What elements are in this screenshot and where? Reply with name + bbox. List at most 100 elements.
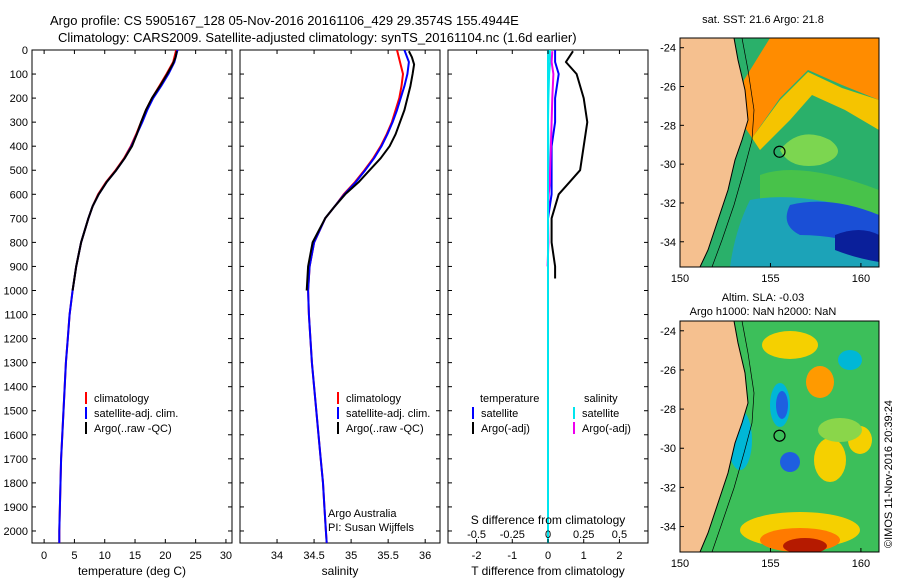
- depth-tick-label: 1900: [4, 502, 28, 514]
- map-y-tick-label: -30: [660, 443, 676, 455]
- difference-x-ticks: -2 -1 0 1 2 -0.5 -0.25 0 0.25 0.5: [467, 50, 627, 562]
- depth-tick-label: 700: [10, 213, 28, 225]
- depth-tick-label: 1000: [4, 285, 28, 297]
- legend-label-s-argo: Argo(-adj): [582, 423, 631, 435]
- x-tick-label: 0: [41, 550, 47, 562]
- depth-tick-label: 1700: [4, 454, 28, 466]
- map-x-tick-label: 155: [761, 558, 779, 570]
- depth-tick-label: 800: [10, 237, 28, 249]
- depth-tick-label: 400: [10, 141, 28, 153]
- temperature-xlabel: temperature (deg C): [78, 564, 186, 578]
- x-tick-label: 10: [99, 550, 111, 562]
- depth-tick-label: 1100: [4, 310, 28, 322]
- sla-map-title-2: Argo h1000: NaN h2000: NaN: [690, 306, 837, 318]
- depth-tick-label: 2000: [4, 526, 28, 538]
- x-tick-label-top: -0.25: [500, 529, 525, 541]
- depth-tick-label: 0: [22, 45, 28, 57]
- series-line-argo-raw-qc: [305, 50, 416, 291]
- sst-darkblue-patch: [835, 230, 879, 262]
- x-tick-label: 34.5: [303, 550, 324, 562]
- legend-title-salinity: salinity: [584, 393, 618, 405]
- sla-lime-1: [818, 418, 862, 442]
- map-x-tick-label: 155: [761, 273, 779, 285]
- sla-float-marker: [773, 429, 786, 442]
- legend-label-s-satellite: satellite: [582, 408, 619, 420]
- map-y-tick-label: -26: [660, 365, 676, 377]
- sla-map-ticks: 150 155 160 -24 -26 -28 -30 -32 -34: [660, 326, 870, 570]
- map-y-tick-label: -24: [660, 326, 676, 338]
- depth-tick-label: 900: [10, 261, 28, 273]
- depth-tick-label: 500: [10, 165, 28, 177]
- depth-tick-label: 1200: [4, 334, 28, 346]
- difference-xlabel: T difference from climatology: [471, 564, 625, 578]
- map-y-tick-label: -32: [660, 482, 676, 494]
- map-y-tick-label: -26: [660, 82, 676, 94]
- sla-orange-1: [806, 366, 834, 398]
- salinity-series: [305, 50, 416, 543]
- map-y-tick-label: -24: [660, 43, 676, 55]
- depth-axis: 0 100 200 300 400 500 600 700 800 900 1000 1100 1200…: [4, 45, 648, 538]
- x-tick-label: -1: [507, 550, 517, 562]
- sla-land: [680, 321, 748, 552]
- x-tick-label: 35: [345, 550, 357, 562]
- sst-warm-core: [740, 38, 879, 138]
- sst-map-frame: [679, 37, 880, 268]
- map-x-tick-label: 160: [852, 273, 870, 285]
- temperature-legend: climatology satellite-adj. clim. Argo(..…: [85, 392, 178, 435]
- legend-title-temperature: temperature: [480, 393, 539, 405]
- legend-label-climatology: climatology: [346, 393, 402, 405]
- credit-text: ©IMOS 11-Nov-2016 20:39:24: [883, 400, 895, 548]
- sst-land: [680, 38, 748, 267]
- salinity-xlabel: salinity: [322, 564, 359, 578]
- salinity-legend: climatology satellite-adj. clim. Argo(..…: [337, 392, 430, 435]
- map-y-tick-label: -30: [660, 159, 676, 171]
- x-tick-label: -2: [472, 550, 482, 562]
- sla-isobath: [711, 321, 755, 552]
- sla-map-title-1: Altim. SLA: -0.03: [722, 292, 805, 304]
- map-y-tick-label: -34: [660, 237, 676, 249]
- series-line-argo-raw-qc: [71, 51, 178, 291]
- legend-label-t-argo: Argo(-adj): [481, 423, 530, 435]
- depth-tick-label: 1400: [4, 382, 28, 394]
- x-tick-label: 25: [190, 550, 202, 562]
- x-tick-label: 35.5: [377, 550, 398, 562]
- sst-coastline: [699, 38, 749, 267]
- salinity-axes: [239, 49, 441, 544]
- legend-label-satellite: satellite-adj. clim.: [346, 408, 430, 420]
- sst-map: [680, 38, 879, 267]
- sst-map-title: sat. SST: 21.6 Argo: 21.8: [702, 14, 824, 26]
- temperature-series: [58, 50, 179, 543]
- header-line-1: Argo profile: CS 5905167_128 05-Nov-2016…: [50, 13, 519, 28]
- map-y-tick-label: -32: [660, 198, 676, 210]
- temperature-axes: [31, 49, 233, 544]
- series-line-temperature-argo-adj: [550, 50, 589, 279]
- sla-blue-1: [776, 391, 788, 419]
- x-tick-label: 15: [129, 550, 141, 562]
- sst-warm-band: [740, 72, 879, 150]
- map-x-tick-label: 150: [671, 558, 689, 570]
- difference-xlabel-top: S difference from climatology: [471, 513, 626, 527]
- annotation-pi: PI: Susan Wijffels: [328, 522, 414, 534]
- depth-tick-label: 1300: [4, 358, 28, 370]
- x-tick-label-top: 0.25: [573, 529, 594, 541]
- depth-tick-label: 1800: [4, 478, 28, 490]
- map-y-tick-label: -34: [660, 522, 676, 534]
- depth-tick-label: 200: [10, 93, 28, 105]
- x-tick-label: 5: [71, 550, 77, 562]
- sst-float-marker: [773, 145, 786, 158]
- map-y-tick-label: -28: [660, 120, 676, 132]
- sst-lime-patch: [780, 134, 838, 166]
- legend-label-climatology: climatology: [94, 393, 150, 405]
- sla-coastline: [699, 321, 749, 552]
- legend-label-argo: Argo(..raw -QC): [94, 423, 172, 435]
- x-tick-label: 20: [159, 550, 171, 562]
- sla-red-1: [783, 538, 827, 552]
- x-tick-label-top: 0: [545, 529, 551, 541]
- map-x-tick-label: 150: [671, 273, 689, 285]
- legend-label-argo: Argo(..raw -QC): [346, 423, 424, 435]
- sst-map-ticks: 150 155 160 -24 -26 -28 -30 -32 -34: [660, 43, 870, 285]
- x-tick-label: 0: [545, 550, 551, 562]
- sst-isobath: [711, 38, 755, 267]
- depth-tick-label: 100: [10, 69, 28, 81]
- depth-tick-label: 1500: [4, 406, 28, 418]
